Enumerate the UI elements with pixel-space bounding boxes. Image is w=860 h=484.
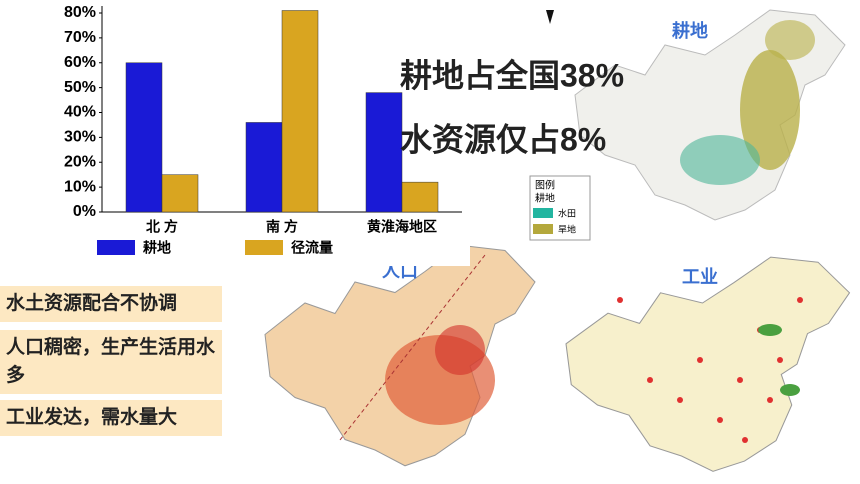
industry-map: 工业: [565, 256, 851, 472]
legend-label: 耕地: [143, 240, 171, 256]
x-tick-label: 南 方: [266, 219, 298, 235]
reason-box: 水土资源配合不协调: [0, 286, 222, 322]
y-tick-label: 60%: [64, 54, 96, 71]
bar: [401, 181, 439, 213]
population-map: 人口: [264, 244, 536, 467]
legend-title: 图例: [535, 179, 555, 192]
bar: [125, 62, 163, 213]
y-tick-label: 50%: [64, 79, 96, 96]
headline: 水资源仅占8%: [400, 121, 606, 157]
legend-item: 水田: [558, 207, 576, 218]
legend-swatch: [245, 240, 283, 255]
headline: 耕地占全国38%: [400, 57, 624, 93]
bar: [245, 122, 283, 213]
y-tick-label: 0%: [73, 203, 96, 220]
y-tick-label: 10%: [64, 178, 96, 195]
reason-box: 人口稠密，生产生活用水多: [0, 330, 222, 394]
y-tick-label: 80%: [64, 4, 96, 21]
bar: [161, 174, 199, 213]
bar: [365, 92, 403, 213]
y-tick-label: 30%: [64, 129, 96, 146]
farmland-map: 耕地 图例 耕地 水田 旱地: [529, 9, 846, 241]
y-tick-label: 40%: [64, 104, 96, 121]
x-tick-label: 北 方: [146, 219, 178, 235]
legend-item: 旱地: [558, 223, 576, 234]
legend-swatch: [97, 240, 135, 255]
y-tick-label: 20%: [64, 153, 96, 170]
reason-box: 工业发达，需水量大: [0, 400, 222, 436]
legend-group: 耕地: [535, 192, 555, 205]
legend-label: 径流量: [291, 240, 333, 256]
bar: [281, 10, 319, 213]
map-title: 耕地: [672, 20, 708, 41]
y-tick-label: 70%: [64, 29, 96, 46]
x-tick-label: 黄淮海地区: [367, 219, 437, 235]
map-title: 工业: [682, 267, 718, 287]
